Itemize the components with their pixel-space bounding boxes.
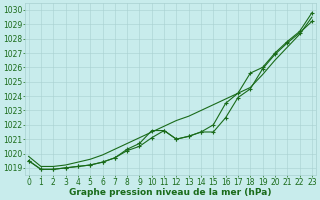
X-axis label: Graphe pression niveau de la mer (hPa): Graphe pression niveau de la mer (hPa): [69, 188, 271, 197]
